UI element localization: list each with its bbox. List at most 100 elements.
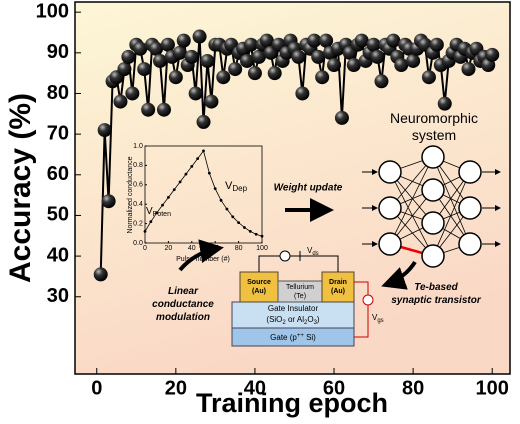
line: synaptic transistor [391,295,482,306]
point [346,58,361,73]
v: V [146,206,153,217]
point [370,49,385,64]
point [117,62,132,77]
edge [389,171,434,257]
point [190,164,194,168]
sub: Poten [153,211,171,218]
x-tick-label: 40 [244,377,266,399]
point [160,37,175,52]
transistor-label: Te-based synaptic transistor [391,282,482,306]
neuron [421,178,445,202]
y-tick-label: 90 [47,41,69,63]
point [184,172,188,176]
point [204,94,219,109]
point [260,234,264,238]
ammeter [279,250,291,262]
y-tick-label: 0.2 [133,220,143,227]
point [386,33,401,48]
point [172,188,176,192]
line: (Te) [294,293,306,300]
point [429,37,444,52]
sup: ++ [297,333,305,339]
point [192,29,207,44]
point [167,196,170,199]
point [143,229,147,233]
x-axis-label: Pulse number (#) [176,256,230,263]
point [178,180,182,184]
line: Drain [329,279,347,286]
point [327,58,342,73]
point [202,149,205,153]
insulator-layer [231,301,355,329]
y-tick-label: 50 [47,204,69,226]
x-tick-label: 20 [165,245,173,252]
neuron [421,244,445,268]
point [141,102,156,117]
v-poten: VPoten [146,206,171,218]
point [461,62,476,77]
wire [258,255,339,272]
part: (SiO [266,315,282,324]
part: O [307,315,313,324]
line: Tellurium [286,284,314,291]
part: Si) [304,333,316,342]
weight-update: Weight update [274,183,343,194]
line: Te-based [414,282,458,293]
neuron [458,196,482,220]
point [251,49,266,64]
y-tick-label: 70 [47,122,69,144]
point [291,49,306,64]
point [225,207,229,211]
point [237,221,241,225]
point [243,37,258,52]
tellurium-label: Tellurium (Te) [286,284,314,300]
neuron [378,160,402,184]
point [207,171,211,175]
point [243,226,246,229]
point [334,110,349,125]
vgs: Vgs [372,313,384,323]
point [319,33,334,48]
neuron [378,232,402,256]
point [200,53,215,68]
y-axis-label: Normalized conductance [127,156,134,233]
wire [354,305,369,338]
edge [432,171,471,257]
point [137,62,152,77]
y-tick-label: 30 [47,285,69,307]
line: Neuromorphic [390,110,478,126]
x-tick-label: 0 [143,245,147,252]
y-tick-label: 0.6 [133,182,143,189]
point [374,74,389,89]
point [267,66,282,81]
point [254,232,258,236]
v: V [307,246,313,255]
line: Linear [168,286,199,297]
point [125,86,140,101]
vds: Vds [307,246,319,256]
y-tick-label: 100 [36,0,69,22]
point [366,37,381,52]
sub: gs [377,318,383,324]
network [362,145,501,268]
point [231,215,235,219]
neuron [421,145,445,169]
y-axis-label: Accuracy (%) [4,93,37,283]
line: (Au) [252,288,266,295]
insulator-title: Gate Insulator [268,304,319,313]
point [219,198,223,202]
point [184,49,199,64]
point [247,66,262,81]
point [149,220,153,224]
point [153,53,168,68]
y-tick-label: 60 [47,163,69,185]
x-tick-label: 20 [165,377,187,399]
y-tick-label: 40 [47,244,69,266]
neuron [378,196,402,220]
point [228,62,243,77]
point [156,102,171,117]
point [176,33,191,48]
line: (Au) [331,288,345,295]
